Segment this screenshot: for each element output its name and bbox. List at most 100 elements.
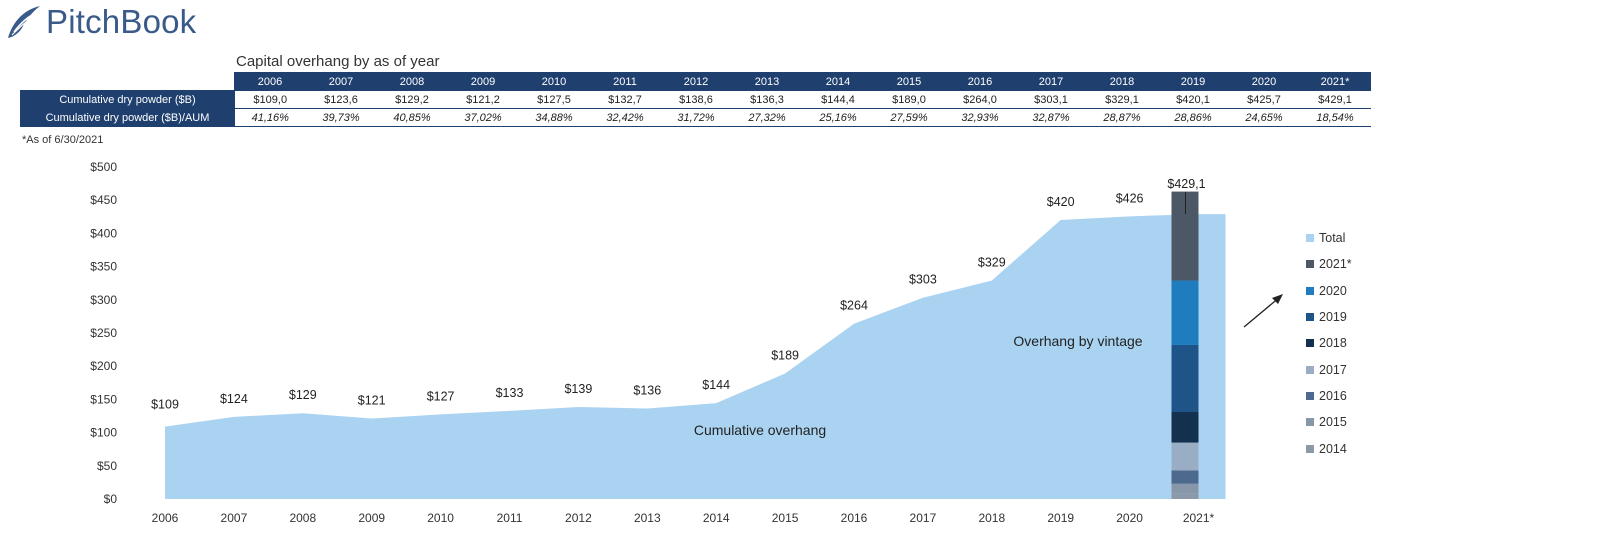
table-cell: 34,88% [518, 108, 590, 127]
y-axis: $0 $50 $100 $150 $200 $250 $300 $350 $400 $450 $50… [90, 160, 117, 506]
data-label: $264 [840, 299, 868, 313]
vintage-segment-2018 [1171, 412, 1199, 443]
vintage-segment-2015 [1171, 483, 1199, 494]
table-year-header: 2015 [873, 72, 945, 91]
table-year-header: 2019 [1157, 72, 1229, 91]
legend-swatch [1306, 260, 1314, 269]
legend-label: 2016 [1319, 388, 1347, 403]
data-label: $189 [771, 349, 799, 363]
x-tick-label: 2008 [289, 511, 316, 525]
table-row: Cumulative dry powder ($B) $109,0 $123,6 $1… [20, 90, 1371, 109]
table-year-header: 2012 [660, 72, 732, 91]
legend-label: 2014 [1319, 441, 1347, 456]
table-year-header: 2009 [447, 72, 519, 91]
table-cell: $264,0 [944, 90, 1016, 109]
table-cell: 32,42% [589, 108, 661, 127]
table-corner [21, 73, 235, 91]
table-row-label: Cumulative dry powder ($B) [20, 90, 235, 109]
data-label: $329 [978, 255, 1006, 269]
legend-swatch [1306, 444, 1314, 453]
legend-label: Total [1319, 231, 1346, 246]
table-year-header: 2016 [944, 72, 1016, 91]
capital-overhang-chart: $0 $50 $100 $150 $200 $250 $300 $350 $400 $450 $50… [90, 160, 1283, 525]
legend-item: 2017 [1306, 356, 1352, 382]
table-cell: 41,16% [234, 108, 306, 127]
vintage-segment-2017 [1171, 442, 1199, 471]
y-tick-label: $150 [90, 392, 117, 406]
legend-item: 2016 [1306, 383, 1352, 409]
table-year-header: 2014 [802, 72, 874, 91]
table-cell: $189,0 [873, 90, 945, 109]
table-year-header: 2008 [376, 72, 448, 91]
pitchbook-leaf-icon [8, 6, 40, 38]
x-tick-label: 2021* [1183, 511, 1215, 525]
vintage-segment-2019 [1171, 344, 1199, 413]
table-cell: $144,4 [802, 90, 874, 109]
data-label: $129 [289, 388, 317, 402]
y-tick-label: $400 [90, 226, 117, 240]
table-cell: 25,16% [802, 108, 874, 127]
table-cell: $129,2 [376, 90, 448, 109]
arrow-icon [1243, 294, 1283, 328]
annotation-overhang-by-vintage: Overhang by vintage [1013, 333, 1142, 349]
y-tick-label: $450 [90, 193, 117, 207]
x-tick-label: 2019 [1047, 511, 1074, 525]
table-title: Capital overhang by as of year [236, 53, 440, 70]
legend-label: 2015 [1319, 415, 1347, 430]
table-cell: 27,32% [731, 108, 803, 127]
table-year-header: 2007 [305, 72, 377, 91]
table-cell: 27,59% [873, 108, 945, 127]
y-tick-label: $100 [90, 426, 117, 440]
pitchbook-logo: PitchBook [2, 2, 196, 42]
legend-item: 2020 [1306, 278, 1352, 304]
x-tick-label: 2018 [978, 511, 1005, 525]
y-tick-label: $500 [90, 160, 117, 174]
legend-swatch [1306, 391, 1314, 400]
table-cell: 32,87% [1015, 108, 1087, 127]
data-label: $429,1 [1167, 177, 1205, 191]
y-tick-label: $0 [104, 492, 118, 506]
table-cell: $329,1 [1086, 90, 1158, 109]
area-series-total [165, 214, 1226, 499]
table-year-header: 2018 [1086, 72, 1158, 91]
x-tick-label: 2012 [565, 511, 592, 525]
table-row: Cumulative dry powder ($B)/AUM 41,16% 39,7… [20, 108, 1371, 127]
legend-swatch [1306, 418, 1314, 427]
legend-label: 2019 [1319, 310, 1347, 325]
table-cell: 37,02% [447, 108, 519, 127]
data-label: $144 [702, 378, 730, 392]
data-label: $139 [564, 382, 592, 396]
legend-swatch [1306, 286, 1314, 295]
x-tick-label: 2007 [221, 511, 248, 525]
legend-item: Total [1306, 225, 1352, 251]
x-axis: 2006 2007 2008 2009 2010 2011 2012 2013 2014 2015… [152, 511, 1215, 525]
cumulative-area [165, 214, 1226, 499]
legend-label: 2021* [1319, 257, 1352, 272]
table-cell: $132,7 [589, 90, 661, 109]
legend-label: 2020 [1319, 283, 1347, 298]
x-tick-label: 2020 [1116, 511, 1143, 525]
dry-powder-table: 2006 2007 2008 2009 2010 2011 2012 2013 2014 2015… [20, 72, 1371, 127]
table-cell: 40,85% [376, 108, 448, 127]
table-cell: $127,5 [518, 90, 590, 109]
x-tick-label: 2014 [703, 511, 730, 525]
brand-name: PitchBook [46, 3, 197, 40]
y-tick-label: $300 [90, 293, 117, 307]
legend-label: 2017 [1319, 362, 1347, 377]
legend-item: 2018 [1306, 330, 1352, 356]
x-tick-label: 2016 [841, 511, 868, 525]
legend-item: 2014 [1306, 435, 1352, 461]
table-cell: $303,1 [1015, 90, 1087, 109]
legend-item: 2019 [1306, 304, 1352, 330]
data-label: $127 [427, 389, 455, 403]
x-tick-label: 2011 [497, 511, 523, 525]
legend-swatch [1306, 339, 1314, 348]
table-cell: $429,1 [1299, 90, 1371, 109]
table-cell: $109,0 [234, 90, 306, 109]
table-year-header: 2021* [1299, 72, 1371, 91]
y-tick-label: $250 [90, 326, 117, 340]
data-label: $303 [909, 273, 937, 287]
data-labels: $109 $124 $129 $121 $127 $133 $139 $136 $144 $189… [151, 177, 1206, 412]
vintage-bar [1171, 191, 1199, 499]
table-year-header: 2013 [731, 72, 803, 91]
